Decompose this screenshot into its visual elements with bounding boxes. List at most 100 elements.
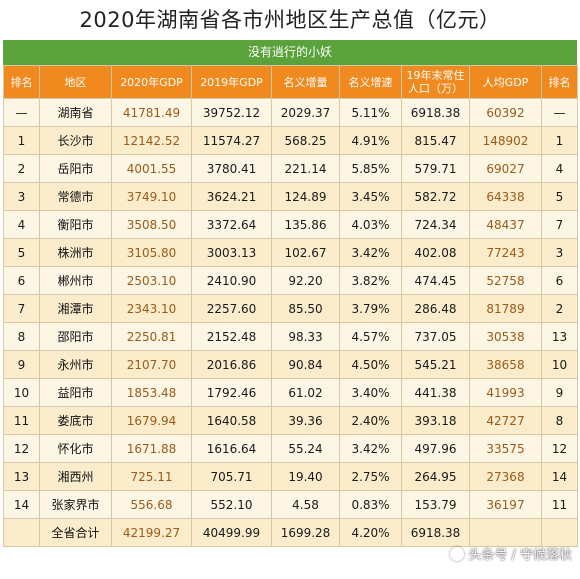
cell-nominal-increase: 568.25	[271, 126, 340, 155]
header-nominal-increase: 名义增量	[271, 65, 340, 99]
cell-gdp-2020: 2250.81	[111, 322, 192, 351]
cell-nominal-increase: 135.86	[271, 210, 340, 239]
table-row: 9 永州市 2107.70 2016.86 90.84 4.50% 545.21 38658 1…	[3, 350, 578, 379]
cell-per-capita-gdp: 48437	[469, 210, 542, 239]
cell-population: 497.96	[401, 434, 470, 463]
header-population: 19年末常住人口（万）	[401, 65, 470, 99]
cell-population: 474.45	[401, 266, 470, 295]
cell-per-capita-rank: 8	[541, 406, 578, 435]
cell-gdp-2019: 1792.46	[191, 378, 272, 407]
cell-nominal-increase: 1699.28	[271, 518, 340, 547]
cell-gdp-2019: 2410.90	[191, 266, 272, 295]
cell-nominal-increase: 102.67	[271, 238, 340, 267]
cell-gdp-2019: 705.71	[191, 462, 272, 491]
cell-per-capita-rank: 2	[541, 294, 578, 323]
cell-region: 怀化市	[39, 434, 112, 463]
cell-gdp-2019: 1616.64	[191, 434, 272, 463]
cell-region: 岳阳市	[39, 154, 112, 183]
cell-population: 579.71	[401, 154, 470, 183]
cell-nominal-growth: 4.91%	[339, 126, 402, 155]
cell-region: 湘潭市	[39, 294, 112, 323]
header-row: 排名 地区 2020年GDP 2019年GDP 名义增量 名义增速 19年末常住…	[3, 65, 578, 99]
cell-gdp-2020: 4001.55	[111, 154, 192, 183]
cell-nominal-growth: 3.45%	[339, 182, 402, 211]
cell-gdp-2020: 3105.80	[111, 238, 192, 267]
cell-gdp-2019: 2257.60	[191, 294, 272, 323]
header-nominal-growth: 名义增速	[339, 65, 402, 99]
cell-per-capita-gdp: 64338	[469, 182, 542, 211]
cell-region: 全省合计	[39, 518, 112, 547]
cell-per-capita-rank: 12	[541, 434, 578, 463]
cell-nominal-growth: 2.40%	[339, 406, 402, 435]
cell-population: 815.47	[401, 126, 470, 155]
cell-nominal-growth: 2.75%	[339, 462, 402, 491]
banner: 没有逍行的小妖	[3, 40, 577, 65]
cell-gdp-2019: 552.10	[191, 490, 272, 519]
cell-region: 邵阳市	[39, 322, 112, 351]
cell-nominal-growth: 5.85%	[339, 154, 402, 183]
cell-nominal-increase: 85.50	[271, 294, 340, 323]
cell-gdp-2020: 725.11	[111, 462, 192, 491]
cell-nominal-growth: 0.83%	[339, 490, 402, 519]
header-region: 地区	[39, 65, 112, 99]
header-rank: 排名	[3, 65, 40, 99]
cell-gdp-2020: 3749.10	[111, 182, 192, 211]
cell-rank: 11	[3, 406, 40, 435]
cell-population: 286.48	[401, 294, 470, 323]
table-row: 11 娄底市 1679.94 1640.58 39.36 2.40% 393.18 42727…	[3, 406, 578, 435]
cell-nominal-increase: 221.14	[271, 154, 340, 183]
header-per-capita-rank: 排名	[541, 65, 578, 99]
cell-per-capita-rank: 7	[541, 210, 578, 239]
table-header: 排名 地区 2020年GDP 2019年GDP 名义增量 名义增速 19年末常住…	[3, 65, 578, 99]
cell-rank: —	[3, 98, 40, 127]
cell-region: 郴州市	[39, 266, 112, 295]
cell-population: 393.18	[401, 406, 470, 435]
cell-region: 长沙市	[39, 126, 112, 155]
cell-per-capita-rank: 11	[541, 490, 578, 519]
header-per-capita-gdp: 人均GDP	[469, 65, 542, 99]
cell-population: 582.72	[401, 182, 470, 211]
cell-per-capita-gdp: 27368	[469, 462, 542, 491]
cell-per-capita-gdp	[469, 518, 542, 547]
table-row: 14 张家界市 556.68 552.10 4.58 0.83% 153.79 36197 11	[3, 490, 578, 519]
cell-region: 张家界市	[39, 490, 112, 519]
cell-per-capita-rank: 13	[541, 322, 578, 351]
table-row: 3 常德市 3749.10 3624.21 124.89 3.45% 582.72 64338…	[3, 182, 578, 211]
cell-nominal-increase: 55.24	[271, 434, 340, 463]
cell-nominal-growth: 4.50%	[339, 350, 402, 379]
cell-population: 737.05	[401, 322, 470, 351]
cell-region: 娄底市	[39, 406, 112, 435]
cell-population: 545.21	[401, 350, 470, 379]
cell-per-capita-rank: 4	[541, 154, 578, 183]
cell-per-capita-rank: 9	[541, 378, 578, 407]
cell-nominal-increase: 92.20	[271, 266, 340, 295]
cell-per-capita-gdp: 52758	[469, 266, 542, 295]
cell-region: 湖南省	[39, 98, 112, 127]
cell-nominal-growth: 3.40%	[339, 378, 402, 407]
cell-gdp-2020: 41781.49	[111, 98, 192, 127]
cell-region: 常德市	[39, 182, 112, 211]
cell-rank: 9	[3, 350, 40, 379]
cell-rank: 5	[3, 238, 40, 267]
table-row: 2 岳阳市 4001.55 3780.41 221.14 5.85% 579.71 69027…	[3, 154, 578, 183]
cell-region: 株洲市	[39, 238, 112, 267]
cell-nominal-increase: 39.36	[271, 406, 340, 435]
cell-gdp-2019: 3372.64	[191, 210, 272, 239]
table-row: 5 株洲市 3105.80 3003.13 102.67 3.42% 402.08 77243…	[3, 238, 578, 267]
cell-gdp-2020: 2107.70	[111, 350, 192, 379]
cell-rank: 10	[3, 378, 40, 407]
cell-rank: 6	[3, 266, 40, 295]
cell-per-capita-gdp: 30538	[469, 322, 542, 351]
cell-gdp-2019: 2152.48	[191, 322, 272, 351]
cell-per-capita-rank: —	[541, 98, 578, 127]
cell-gdp-2020: 1671.88	[111, 434, 192, 463]
cell-gdp-2019: 11574.27	[191, 126, 272, 155]
cell-gdp-2019: 3624.21	[191, 182, 272, 211]
cell-nominal-increase: 98.33	[271, 322, 340, 351]
cell-nominal-growth: 3.82%	[339, 266, 402, 295]
cell-rank: 14	[3, 490, 40, 519]
cell-rank: 8	[3, 322, 40, 351]
cell-rank: 7	[3, 294, 40, 323]
cell-per-capita-rank: 14	[541, 462, 578, 491]
